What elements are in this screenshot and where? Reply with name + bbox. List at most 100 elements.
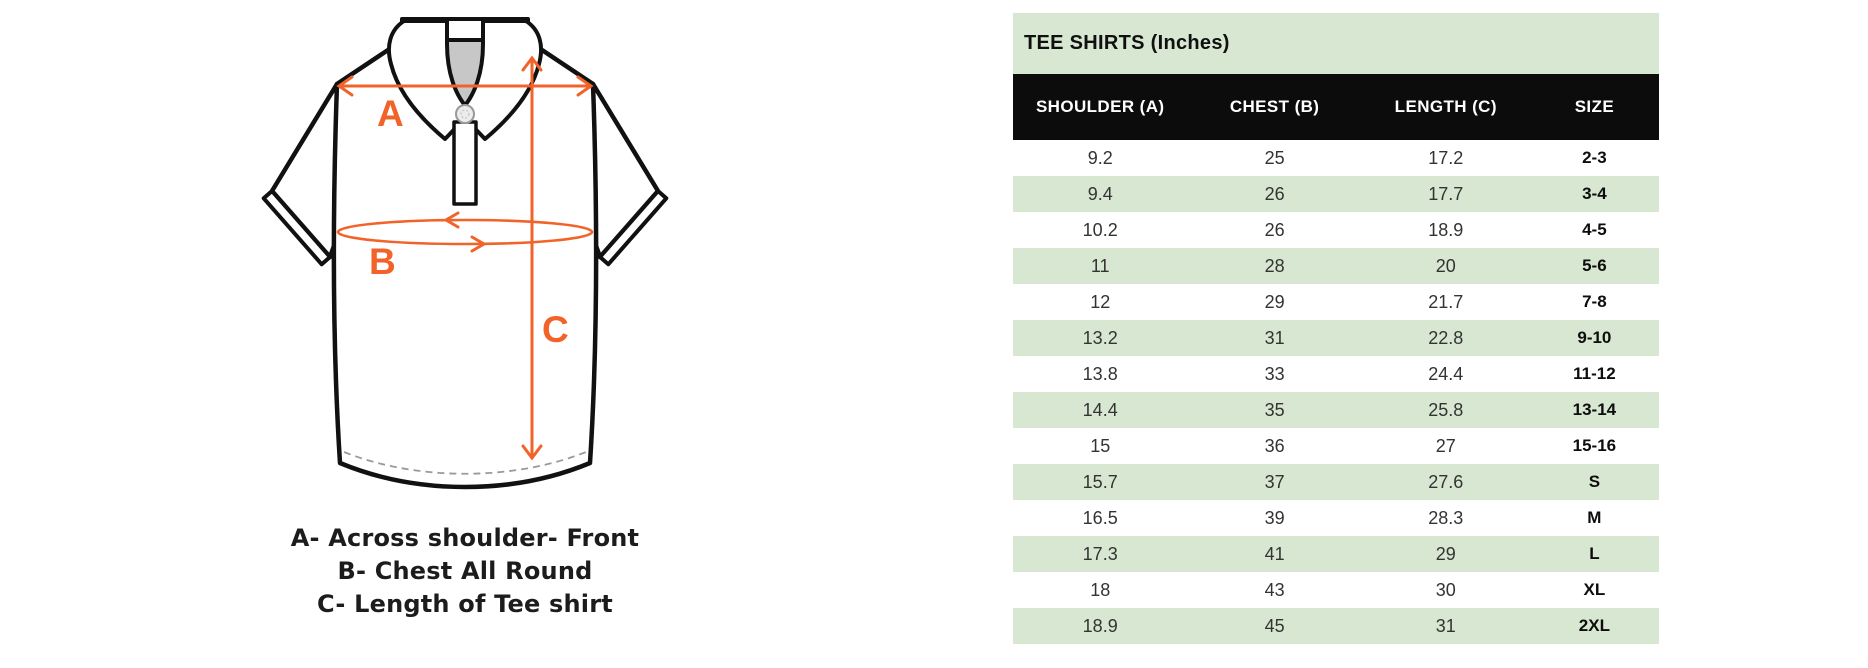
col-header-shoulder: SHOULDER (A) bbox=[1013, 74, 1188, 140]
table-row: 14.4 35 25.8 13-14 bbox=[1013, 392, 1659, 428]
cell-size: M bbox=[1587, 508, 1602, 527]
cell-chest: 28 bbox=[1264, 255, 1285, 276]
cell-chest: 35 bbox=[1264, 399, 1285, 420]
cell-length: 20 bbox=[1435, 255, 1456, 276]
header-row: SHOULDER (A) CHEST (B) LENGTH (C) SIZE bbox=[1013, 74, 1659, 140]
measure-c-arrowhead-down bbox=[521, 444, 543, 461]
cell-size: 15-16 bbox=[1572, 436, 1617, 455]
size-chart-title: TEE SHIRTS (Inches) bbox=[1013, 13, 1659, 74]
cell-shoulder: 18.9 bbox=[1082, 615, 1118, 636]
cell-chest: 41 bbox=[1264, 543, 1285, 564]
cell-length: 21.7 bbox=[1428, 291, 1464, 312]
size-table-header: SHOULDER (A) CHEST (B) LENGTH (C) SIZE bbox=[1013, 74, 1659, 140]
cell-size: 7-8 bbox=[1582, 292, 1607, 311]
measure-b-chevron-left bbox=[443, 211, 460, 229]
measure-c-arrowhead-up bbox=[521, 55, 543, 72]
polo-shirt-diagram: A B C bbox=[261, 17, 669, 490]
table-row: 9.4 26 17.7 3-4 bbox=[1013, 176, 1659, 212]
cell-chest: 31 bbox=[1264, 327, 1285, 348]
placket bbox=[452, 120, 478, 206]
cell-length: 27.6 bbox=[1428, 471, 1464, 492]
cell-chest: 29 bbox=[1264, 291, 1285, 312]
cell-size: 9-10 bbox=[1577, 328, 1612, 347]
cell-size: 2-3 bbox=[1582, 148, 1607, 167]
cell-length: 25.8 bbox=[1428, 399, 1464, 420]
cell-length: 18.9 bbox=[1428, 219, 1464, 240]
cell-shoulder: 10.2 bbox=[1082, 219, 1118, 240]
table-row: 18.9 45 31 2XL bbox=[1013, 608, 1659, 644]
button bbox=[455, 104, 475, 124]
cell-length: 30 bbox=[1435, 579, 1456, 600]
cell-chest: 26 bbox=[1264, 219, 1285, 240]
table-row: 11 28 20 5-6 bbox=[1013, 248, 1659, 284]
cell-size: S bbox=[1588, 472, 1601, 491]
measure-b-label: B bbox=[369, 241, 396, 282]
table-row: 13.2 31 22.8 9-10 bbox=[1013, 320, 1659, 356]
cell-length: 31 bbox=[1435, 615, 1456, 636]
cell-length: 17.2 bbox=[1428, 147, 1464, 168]
size-table: SHOULDER (A) CHEST (B) LENGTH (C) SIZE 9… bbox=[1013, 74, 1659, 644]
table-row: 16.5 39 28.3 M bbox=[1013, 500, 1659, 536]
cell-size: 2XL bbox=[1578, 616, 1610, 635]
cell-size: 5-6 bbox=[1582, 256, 1607, 275]
legend-line-a: A- Across shoulder- Front bbox=[290, 524, 640, 552]
cell-length: 17.7 bbox=[1428, 183, 1464, 204]
cell-size: XL bbox=[1583, 580, 1606, 599]
cell-chest: 33 bbox=[1264, 363, 1285, 384]
shirt-figure: A B C A- Across shoulder- Front B- Chest… bbox=[235, 8, 695, 621]
table-row: 10.2 26 18.9 4-5 bbox=[1013, 212, 1659, 248]
cell-length: 22.8 bbox=[1428, 327, 1464, 348]
hem-stitch-line bbox=[343, 451, 587, 475]
legend-line-c: C- Length of Tee shirt bbox=[317, 590, 613, 618]
table-row: 9.2 25 17.2 2-3 bbox=[1013, 140, 1659, 176]
table-row: 18 43 30 XL bbox=[1013, 572, 1659, 608]
measure-a-arrowhead-left bbox=[336, 75, 354, 97]
table-row: 12 29 21.7 7-8 bbox=[1013, 284, 1659, 320]
cell-shoulder: 18 bbox=[1090, 579, 1111, 600]
left-cuff-band bbox=[261, 189, 332, 267]
cell-chest: 36 bbox=[1264, 435, 1285, 456]
measure-a-arrowhead-right bbox=[576, 75, 594, 97]
cell-chest: 39 bbox=[1264, 507, 1285, 528]
cell-shoulder: 11 bbox=[1090, 255, 1110, 276]
cell-shoulder: 17.3 bbox=[1082, 543, 1118, 564]
cell-length: 28.3 bbox=[1428, 507, 1464, 528]
measure-a-label: A bbox=[377, 93, 404, 134]
cell-size: 11-12 bbox=[1573, 364, 1616, 383]
table-row: 13.8 33 24.4 11-12 bbox=[1013, 356, 1659, 392]
size-chart: TEE SHIRTS (Inches) SHOULDER (A) CHEST (… bbox=[1013, 13, 1659, 644]
cell-shoulder: 16.5 bbox=[1082, 507, 1118, 528]
cell-length: 24.4 bbox=[1428, 363, 1464, 384]
measure-b-chevron-right bbox=[470, 235, 487, 253]
cell-chest: 45 bbox=[1264, 615, 1285, 636]
measure-c-label: C bbox=[542, 309, 569, 350]
cell-size: L bbox=[1589, 544, 1600, 563]
cell-chest: 25 bbox=[1264, 147, 1285, 168]
button-inner-ring bbox=[460, 109, 470, 119]
cell-shoulder: 9.4 bbox=[1087, 183, 1113, 204]
cell-length: 27 bbox=[1435, 435, 1456, 456]
size-table-body: 9.2 25 17.2 2-3 9.4 26 17.7 3-4 10.2 26 18.9 4-5 11 2… bbox=[1013, 140, 1659, 644]
cell-chest: 43 bbox=[1264, 579, 1285, 600]
table-row: 17.3 41 29 L bbox=[1013, 536, 1659, 572]
cell-shoulder: 9.2 bbox=[1087, 147, 1113, 168]
left-collar-flap bbox=[386, 19, 473, 141]
measure-b-ellipse bbox=[336, 218, 594, 246]
right-cuff-band bbox=[598, 189, 669, 267]
cell-size: 3-4 bbox=[1582, 184, 1607, 203]
col-header-length: LENGTH (C) bbox=[1361, 74, 1530, 140]
cell-chest: 26 bbox=[1264, 183, 1285, 204]
cell-length: 29 bbox=[1435, 543, 1456, 564]
cell-shoulder: 13.8 bbox=[1082, 363, 1118, 384]
cell-shoulder: 12 bbox=[1090, 291, 1111, 312]
measurement-legend: A- Across shoulder- Front B- Chest All R… bbox=[235, 522, 695, 621]
col-header-chest: CHEST (B) bbox=[1187, 74, 1362, 140]
cell-size: 4-5 bbox=[1582, 220, 1607, 239]
cell-chest: 37 bbox=[1264, 471, 1285, 492]
cell-shoulder: 15.7 bbox=[1082, 471, 1118, 492]
cell-shoulder: 15 bbox=[1090, 435, 1111, 456]
table-row: 15.7 37 27.6 S bbox=[1013, 464, 1659, 500]
cell-shoulder: 13.2 bbox=[1082, 327, 1118, 348]
cell-size: 13-14 bbox=[1572, 400, 1617, 419]
